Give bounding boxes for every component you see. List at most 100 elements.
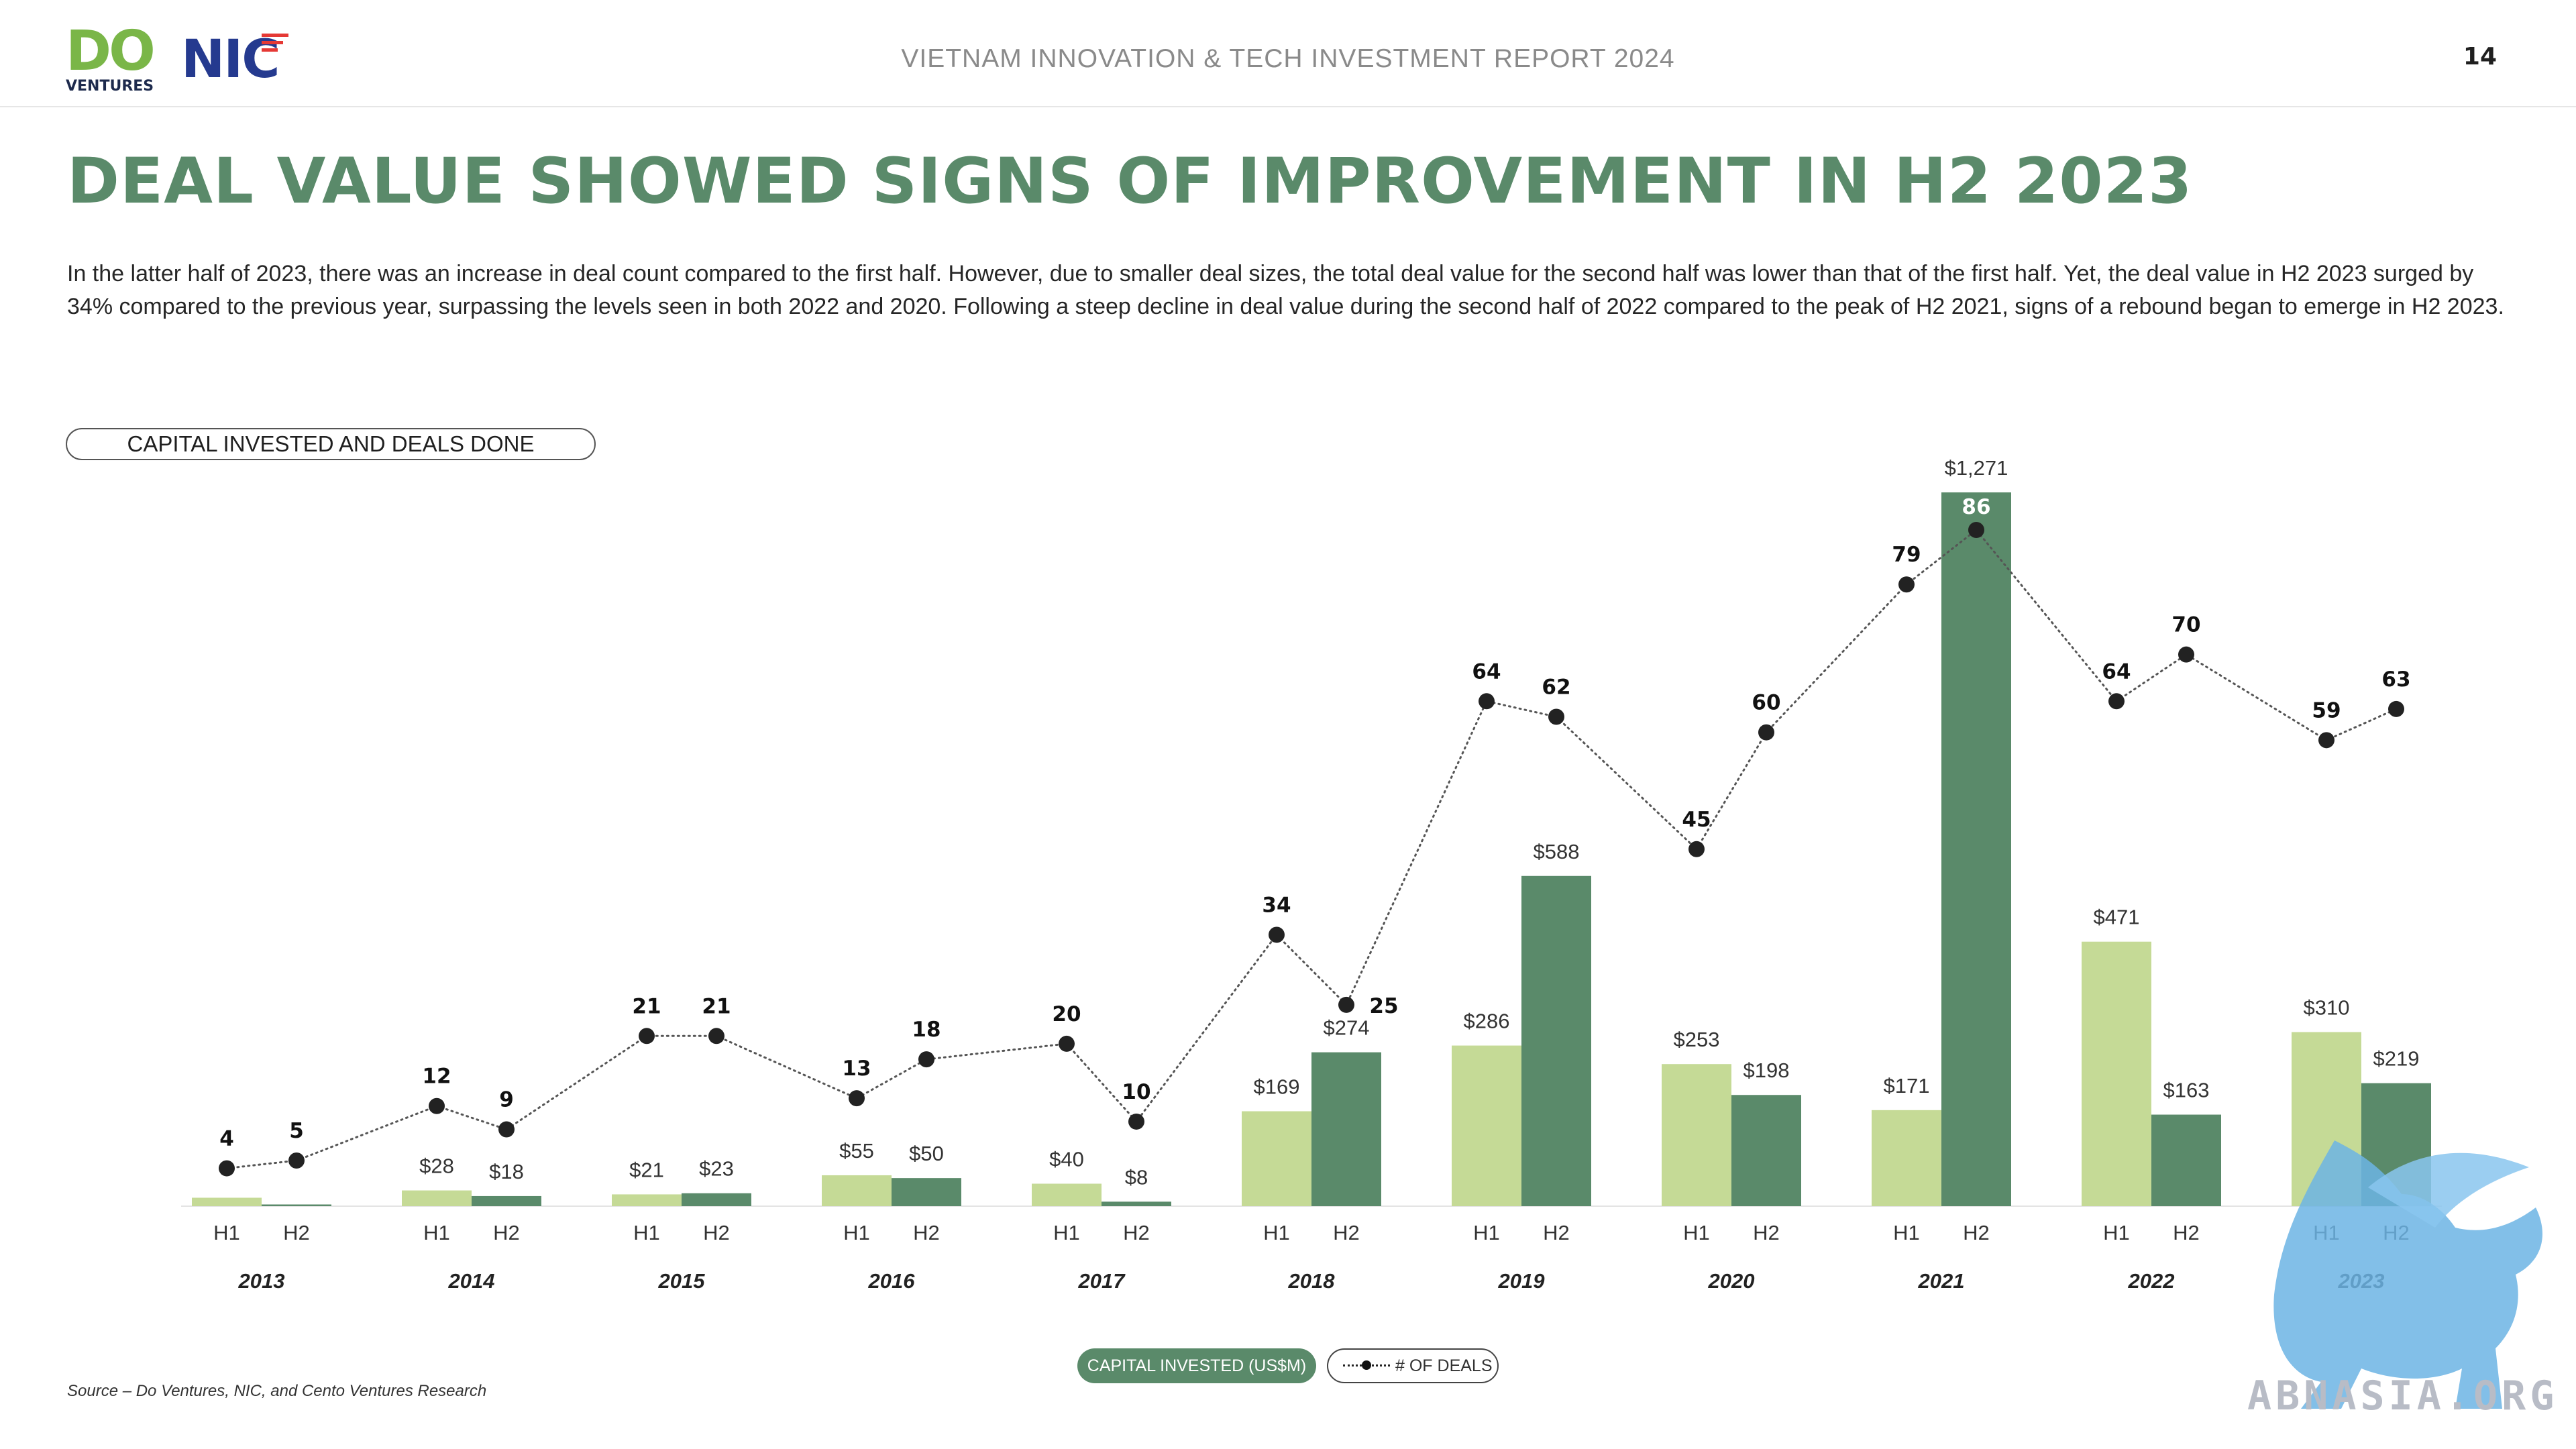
- deal-label-3: 9: [499, 1088, 514, 1112]
- bar-h1-2017: [1032, 1183, 1102, 1206]
- deal-label-15: 60: [1752, 691, 1780, 715]
- deal-point-15: [1758, 724, 1774, 741]
- tick-h1-2014: H1: [423, 1221, 450, 1244]
- deal-point-17: [1968, 522, 1984, 538]
- deal-point-7: [918, 1051, 934, 1068]
- deal-point-2: [429, 1097, 445, 1114]
- deal-label-11: 25: [1369, 994, 1398, 1018]
- bar-h2-2018: [1311, 1052, 1381, 1206]
- deal-label-19: 70: [2171, 613, 2200, 637]
- year-label-2021: 2021: [1918, 1269, 1965, 1293]
- bar-h1-2015: [612, 1194, 682, 1206]
- deal-label-0: 4: [219, 1127, 234, 1151]
- tick-h1-2022: H1: [2103, 1221, 2130, 1244]
- legend-line-symbol: [1343, 1360, 1390, 1370]
- deal-label-4: 21: [632, 994, 661, 1018]
- deal-point-5: [708, 1028, 724, 1044]
- deal-label-5: 21: [702, 994, 731, 1018]
- deal-point-12: [1479, 693, 1495, 710]
- deal-point-18: [2108, 693, 2125, 710]
- deal-point-8: [1059, 1035, 1075, 1052]
- bar-label-h2-2017: $8: [1125, 1165, 1148, 1189]
- bar-label-h1-2016: $55: [839, 1139, 874, 1163]
- do-ventures-logo: DO VENTURES: [66, 19, 156, 95]
- legend-capital-invested: CAPITAL INVESTED (US$M): [1077, 1348, 1316, 1383]
- source-note: Source – Do Ventures, NIC, and Cento Ven…: [67, 1382, 487, 1400]
- bar-h2-2016: [892, 1178, 961, 1206]
- nic-logo: NIC: [181, 30, 280, 90]
- deal-point-6: [849, 1090, 865, 1107]
- page-headline: DEAL VALUE SHOWED SIGNS OF IMPROVEMENT I…: [67, 145, 2193, 218]
- bar-label-h2-2021: $1,271: [1945, 456, 2008, 480]
- tick-h1-2020: H1: [1683, 1221, 1710, 1244]
- year-label-2015: 2015: [658, 1269, 706, 1293]
- deal-point-3: [498, 1121, 515, 1138]
- tick-h2-2015: H2: [703, 1221, 730, 1244]
- griffin-watermark-icon: [2273, 1140, 2542, 1409]
- bar-label-h1-2017: $40: [1049, 1148, 1084, 1171]
- bar-label-h1-2014: $28: [419, 1155, 454, 1178]
- tick-h2-2021: H2: [1963, 1221, 1990, 1244]
- bar-h1-2013: [192, 1197, 262, 1206]
- tick-h1-2016: H1: [843, 1221, 870, 1244]
- deal-point-14: [1688, 841, 1705, 857]
- bar-label-h1-2020: $253: [1674, 1028, 1720, 1051]
- deal-label-2: 12: [422, 1065, 451, 1089]
- deal-label-10: 34: [1262, 893, 1291, 917]
- bar-label-h2-2014: $18: [489, 1160, 524, 1183]
- bar-h2-2020: [1731, 1095, 1801, 1206]
- bar-label-h2-2018: $274: [1324, 1016, 1370, 1040]
- tick-h2-2019: H2: [1543, 1221, 1570, 1244]
- bar-label-h2-2016: $50: [909, 1142, 944, 1165]
- deal-point-1: [288, 1152, 305, 1169]
- deal-label-8: 20: [1052, 1002, 1081, 1026]
- bar-label-h1-2023: $310: [2304, 996, 2350, 1019]
- tick-h2-2018: H2: [1333, 1221, 1360, 1244]
- bar-h2-2013: [262, 1204, 331, 1206]
- deal-label-12: 64: [1472, 659, 1501, 684]
- deals-line: [225, 528, 2398, 1170]
- year-label-2020: 2020: [1708, 1269, 1755, 1293]
- page-header: DO VENTURES NIC VIETNAM INNOVATION & TEC…: [0, 0, 2576, 107]
- bar-h1-2016: [822, 1175, 892, 1206]
- bar-h1-2022: [2082, 941, 2151, 1206]
- deal-point-13: [1548, 708, 1564, 725]
- bar-label-h2-2015: $23: [699, 1157, 734, 1181]
- deal-label-9: 10: [1122, 1080, 1150, 1104]
- deal-point-16: [1898, 576, 1915, 593]
- bar-h1-2020: [1662, 1064, 1731, 1206]
- tick-h2-2016: H2: [913, 1221, 940, 1244]
- bar-label-h1-2022: $471: [2094, 906, 2140, 929]
- year-label-2014: 2014: [448, 1269, 495, 1293]
- year-label-2017: 2017: [1078, 1269, 1126, 1293]
- tick-h1-2015: H1: [633, 1221, 660, 1244]
- bar-h1-2018: [1242, 1111, 1311, 1206]
- tick-h1-2018: H1: [1263, 1221, 1290, 1244]
- nic-logo-stripes: [262, 34, 292, 60]
- description-paragraph: In the latter half of 2023, there was an…: [67, 261, 2504, 319]
- tick-h1-2021: H1: [1893, 1221, 1920, 1244]
- deal-point-4: [639, 1028, 655, 1044]
- bar-h1-2021: [1872, 1110, 1941, 1206]
- deal-point-20: [2318, 732, 2334, 749]
- legend-deals: # OF DEALS: [1327, 1348, 1499, 1383]
- tick-h1-2017: H1: [1053, 1221, 1080, 1244]
- deal-label-14: 45: [1682, 808, 1711, 832]
- tick-h2-2014: H2: [493, 1221, 520, 1244]
- year-label-2018: 2018: [1288, 1269, 1336, 1293]
- bar-h2-2015: [682, 1193, 751, 1206]
- deal-label-18: 64: [2102, 659, 2131, 684]
- tick-h2-2013: H2: [283, 1221, 310, 1244]
- chart-title: CAPITAL INVESTED AND DEALS DONE: [66, 428, 596, 460]
- deal-label-13: 62: [1542, 676, 1570, 700]
- report-title: VIETNAM INNOVATION & TECH INVESTMENT REP…: [901, 44, 1675, 73]
- deal-point-11: [1338, 996, 1354, 1013]
- deal-point-21: [2388, 700, 2404, 717]
- tick-h1-2019: H1: [1473, 1221, 1500, 1244]
- bar-h2-2021: [1941, 492, 2011, 1206]
- deal-label-21: 63: [2381, 667, 2410, 692]
- watermark-text: ABNASIA.ORG: [2247, 1373, 2559, 1419]
- logo-do-text: DO: [66, 19, 156, 83]
- deal-point-19: [2178, 646, 2194, 663]
